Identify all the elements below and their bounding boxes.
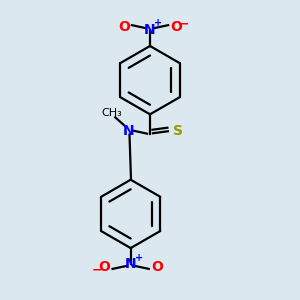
Text: +: + (135, 253, 143, 263)
Text: S: S (172, 124, 183, 138)
Text: +: + (154, 18, 162, 28)
Text: CH₃: CH₃ (101, 108, 122, 118)
Text: N: N (144, 22, 156, 37)
Text: O: O (151, 260, 163, 274)
Text: O: O (118, 20, 130, 34)
Text: O: O (170, 20, 182, 34)
Text: N: N (123, 124, 134, 138)
Text: O: O (99, 260, 110, 274)
Text: N: N (125, 257, 136, 272)
Text: −: − (92, 263, 102, 276)
Text: −: − (178, 18, 189, 31)
